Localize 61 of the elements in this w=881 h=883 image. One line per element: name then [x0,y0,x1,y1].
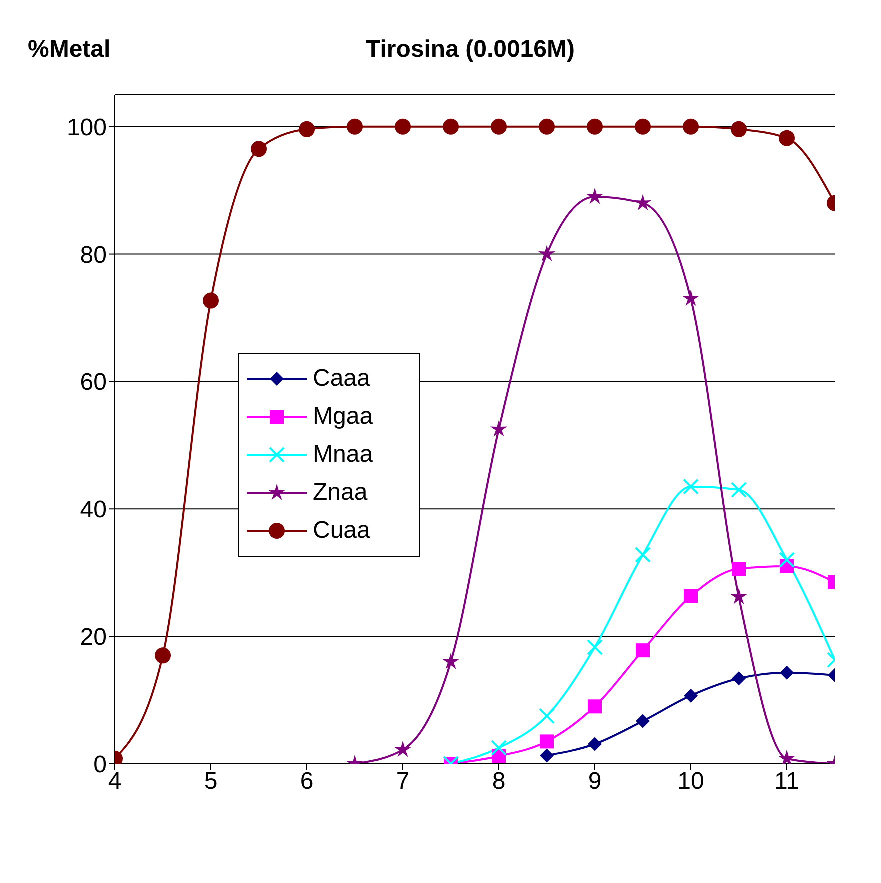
point [490,420,508,437]
x-tick-label: 8 [492,768,506,796]
y-tick-label: 80 [80,242,107,269]
point [683,478,699,495]
point [588,737,602,752]
point [539,708,555,724]
x-tick-label: 9 [588,768,602,796]
point [540,734,554,749]
y-tick-label: 0 [94,752,107,779]
legend-label: Cuaa [313,517,370,545]
point [779,552,795,568]
point [684,688,698,703]
point [587,639,603,656]
x-tick-label: 7 [396,768,410,796]
y-tick-label: 100 [66,114,107,142]
point [491,118,507,135]
point [394,740,412,758]
point [491,740,507,756]
point [730,588,748,604]
point [203,292,219,309]
point [442,653,460,670]
x-tick-label: 6 [300,768,314,796]
x-tick-label: 5 [204,768,218,796]
point [779,130,795,146]
point [539,118,555,135]
x-tick-label: 4 [108,768,122,796]
point [682,290,700,306]
point [636,644,650,658]
point [683,118,699,135]
point [395,118,411,135]
point [538,245,556,262]
point [155,648,171,664]
chart-title: Tirosina (0.0016M) [366,36,575,63]
point [732,562,746,576]
y-tick-label: 60 [80,369,107,396]
point [684,589,698,604]
y-tick-label: 20 [80,624,107,652]
legend-label: Znaa [313,479,368,507]
legend-label: Mnaa [313,441,374,469]
point [636,714,650,728]
point [251,141,267,158]
y-tick-label: 40 [80,496,107,524]
point [635,118,651,135]
point [540,748,554,763]
y-axis-title: %Metal [28,36,111,64]
point [299,121,315,138]
x-tick-label: 10 [678,768,704,796]
point [731,482,747,498]
point [634,194,652,211]
point [635,547,651,564]
legend-label: Caaa [313,365,370,393]
point [347,118,363,135]
point [732,672,746,686]
point [731,121,747,138]
point [780,666,794,680]
point [586,188,604,204]
point [587,118,603,135]
point [443,118,459,135]
legend-label: Mgaa [313,403,374,431]
x-tick-label: 11 [774,768,800,796]
point [588,700,602,714]
